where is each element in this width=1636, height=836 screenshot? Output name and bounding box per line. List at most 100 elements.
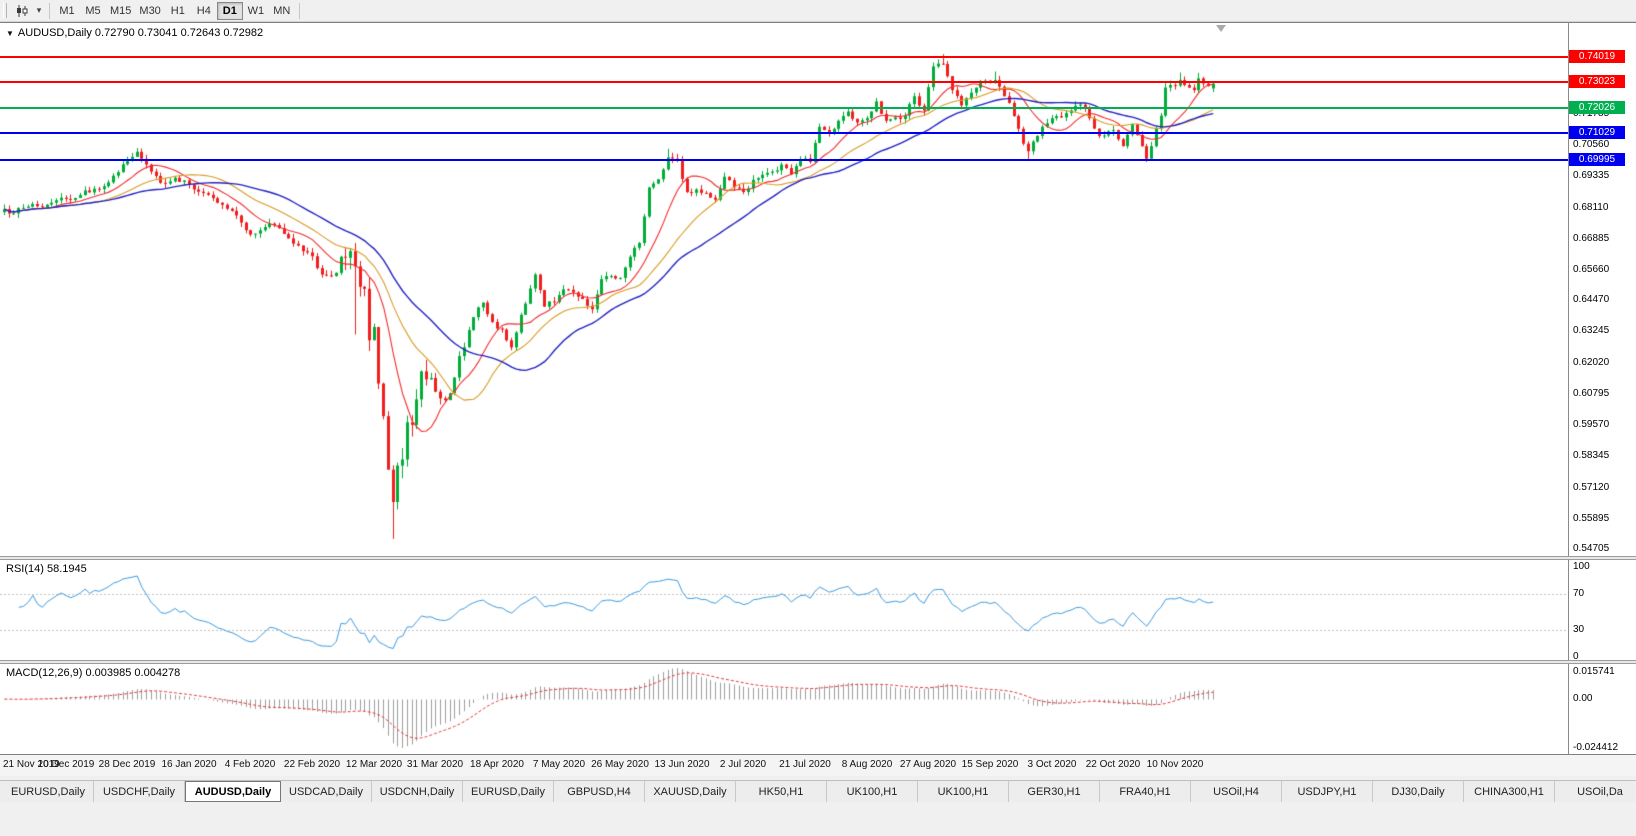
price-scale-label: 0.62020: [1573, 356, 1610, 368]
date-axis-label: 7 May 2020: [532, 759, 586, 770]
timeframe-button-m30[interactable]: M30: [139, 4, 161, 17]
price-scale-label: 0.60795: [1573, 387, 1610, 399]
date-axis-label: 22 Feb 2020: [283, 759, 341, 770]
toolbar-dropdown-icon[interactable]: ▾: [36, 5, 42, 15]
date-axis-label: 15 Sep 2020: [961, 759, 1019, 770]
chart-tab-uk100-h1[interactable]: UK100,H1: [827, 781, 918, 802]
price-scale-label: 0.66885: [1573, 232, 1610, 244]
rsi-chart-canvas[interactable]: [0, 560, 1568, 660]
timeframe-button-w1[interactable]: W1: [247, 4, 265, 17]
date-axis-label: 8 Aug 2020: [841, 759, 893, 770]
chart-tab-usdchf-daily[interactable]: USDCHF,Daily: [94, 781, 185, 802]
level-line-0.73023[interactable]: [0, 81, 1568, 84]
date-axis-label: 27 Aug 2020: [899, 759, 957, 770]
date-axis-label: 10 Nov 2020: [1146, 759, 1204, 770]
macd-panel-splitter[interactable]: [0, 660, 1636, 664]
date-axis-label: 26 May 2020: [591, 759, 649, 770]
date-axis-label: 10 Dec 2019: [37, 759, 95, 770]
chart-tab-usdcnh-daily[interactable]: USDCNH,Daily: [372, 781, 463, 802]
date-axis-label: 31 Mar 2020: [406, 759, 464, 770]
date-axis-label: 18 Apr 2020: [470, 759, 524, 770]
price-scale-label: 0.65660: [1573, 263, 1610, 275]
timeframes-toolbar: ▾ M1 M5 M15 M30 H1 H4 D1 W1 MN: [0, 0, 1636, 22]
price-scale[interactable]: 0.717850.705600.693350.681100.668850.656…: [1569, 22, 1636, 754]
chart-shift-marker[interactable]: [1216, 25, 1226, 32]
price-tag-0.74019: 0.74019: [1569, 50, 1625, 64]
rsi-scale-label: 100: [1573, 561, 1590, 572]
chart-tabs-bar: EURUSD,Daily USDCHF,Daily AUDUSD,Daily USDC…: [0, 780, 1636, 802]
price-tag-0.71029: 0.71029: [1569, 126, 1625, 140]
date-axis-label: 13 Jun 2020: [654, 759, 710, 770]
date-axis-label: 4 Feb 2020: [224, 759, 276, 770]
symbol-dropdown-icon[interactable]: ▼: [6, 29, 14, 38]
level-line-0.72026[interactable]: [0, 106, 1568, 109]
chart-type-button[interactable]: [11, 2, 33, 20]
toolbar-separator: [49, 2, 50, 19]
chart-tab-usoil-da[interactable]: USOil,Da: [1555, 781, 1636, 802]
chart-tab-china300-h1[interactable]: CHINA300,H1: [1464, 781, 1555, 802]
chart-tab-uk100-h1[interactable]: UK100,H1: [918, 781, 1009, 802]
chart-tab-ger30-h1[interactable]: GER30,H1: [1009, 781, 1100, 802]
price-tag-0.73023: 0.73023: [1569, 75, 1625, 89]
rsi-panel-splitter[interactable]: [0, 556, 1636, 560]
chart-title: ▼ AUDUSD,Daily 0.72790 0.73041 0.72643 0.…: [6, 27, 263, 39]
timeframe-button-d1[interactable]: D1: [216, 1, 243, 20]
toolbar-grip: [3, 3, 7, 18]
toolbar-separator: [298, 2, 300, 19]
timeframe-button-h4[interactable]: H4: [196, 4, 211, 17]
price-scale-label: 0.68110: [1573, 201, 1609, 213]
price-scale-label: 0.70560: [1573, 139, 1610, 151]
level-line-0.69995[interactable]: [0, 158, 1568, 161]
date-axis-label: 12 Mar 2020: [345, 759, 403, 770]
timeframe-buttons-group: M1 M5 M15 M30 H1 H4 D1 W1 MN: [54, 1, 295, 20]
rsi-scale-label: 30: [1573, 624, 1585, 635]
rsi-scale-label: 0: [1573, 651, 1579, 662]
macd-header: MACD(12,26,9) 0.003985 0.004278: [6, 667, 181, 679]
price-scale-label: 0.55895: [1573, 512, 1610, 524]
price-scale-label: 0.64470: [1573, 294, 1610, 306]
chart-tab-gbpusd-h4[interactable]: GBPUSD,H4: [554, 781, 645, 802]
price-scale-label: 0.58345: [1573, 450, 1610, 462]
macd-scale-label: -0.024412: [1573, 742, 1619, 753]
price-tag-0.72026: 0.72026: [1569, 100, 1625, 114]
timeframe-button-h1[interactable]: H1: [170, 4, 185, 17]
date-axis-label: 16 Jan 2020: [161, 759, 217, 770]
chart-tab-dj30-daily[interactable]: DJ30,Daily: [1373, 781, 1464, 802]
chart-tab-eurusd-daily[interactable]: EURUSD,Daily: [3, 781, 94, 802]
price-scale-label: 0.54705: [1573, 543, 1610, 554]
price-chart-canvas[interactable]: [0, 22, 1568, 556]
chart-tab-usdjpy-h1[interactable]: USDJPY,H1: [1282, 781, 1373, 802]
chart-tab-fra40-h1[interactable]: FRA40,H1: [1100, 781, 1191, 802]
timeframe-button-m15[interactable]: M15: [110, 4, 132, 17]
date-axis-label: 21 Nov 2019: [3, 759, 60, 770]
price-scale-label: 0.63245: [1573, 325, 1610, 337]
time-axis[interactable]: 21 Nov 2019 10 Dec 2019 28 Dec 2019 16 Jan …: [0, 754, 1636, 776]
chart-tab-audusd-daily[interactable]: AUDUSD,Daily: [185, 781, 281, 802]
chart-tab-xauusd-daily[interactable]: XAUUSD,Daily: [645, 781, 736, 802]
macd-scale-label: 0.00: [1573, 693, 1593, 705]
date-axis-label: 3 Oct 2020: [1027, 759, 1077, 770]
chart-tab-hk50-h1[interactable]: HK50,H1: [736, 781, 827, 802]
level-line-0.74019[interactable]: [0, 56, 1568, 59]
level-line-0.71029[interactable]: [0, 132, 1568, 135]
price-scale-label: 0.69335: [1573, 170, 1610, 182]
chart-tab-usdcad-daily[interactable]: USDCAD,Daily: [281, 781, 372, 802]
timeframe-button-m5[interactable]: M5: [85, 4, 101, 17]
macd-scale-label: 0.015741: [1573, 666, 1615, 677]
date-axis-label: 2 Jul 2020: [719, 759, 767, 770]
candlestick-chart-icon: [17, 4, 28, 17]
date-axis-label: 28 Dec 2019: [98, 759, 156, 770]
chart-ohlc-title: AUDUSD,Daily 0.72790 0.73041 0.72643 0.7…: [17, 27, 264, 39]
timeframe-button-m1[interactable]: M1: [59, 4, 75, 17]
chart-tab-eurusd-daily[interactable]: EURUSD,Daily: [463, 781, 554, 802]
timeframe-button-mn[interactable]: MN: [273, 4, 291, 17]
chart-tab-usoil-h4[interactable]: USOil,H4: [1191, 781, 1282, 802]
price-tag-0.69995: 0.69995: [1569, 152, 1625, 166]
rsi-header: RSI(14) 58.1945: [6, 563, 87, 575]
rsi-scale-label: 70: [1573, 588, 1585, 599]
macd-chart-canvas[interactable]: [0, 664, 1568, 754]
price-scale-label: 0.57120: [1573, 481, 1610, 493]
price-scale-label: 0.59570: [1573, 419, 1610, 431]
date-axis-label: 21 Jul 2020: [779, 759, 831, 770]
